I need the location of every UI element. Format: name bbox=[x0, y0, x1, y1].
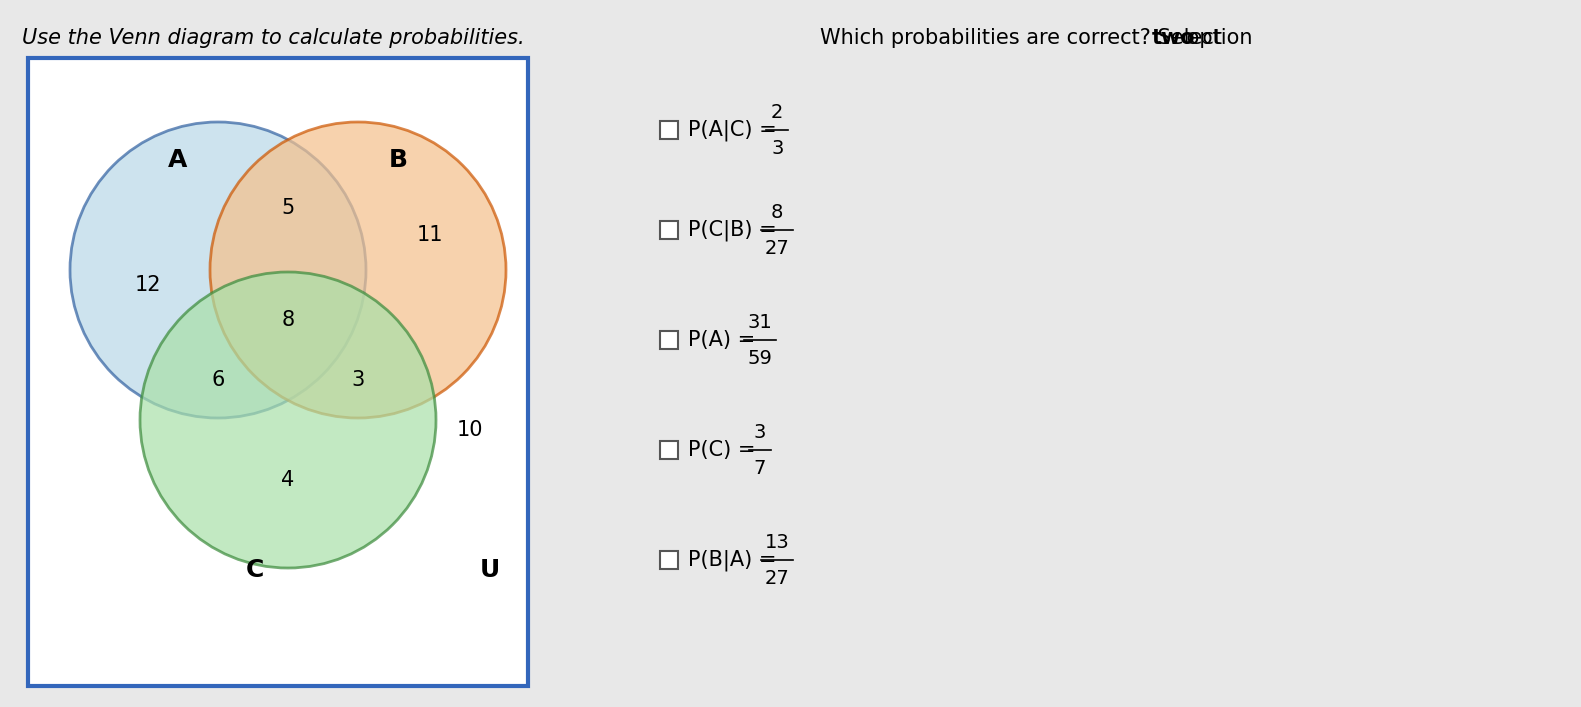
Text: two: two bbox=[1153, 28, 1195, 48]
Text: 5: 5 bbox=[281, 198, 294, 218]
Text: P(C|B) =: P(C|B) = bbox=[688, 219, 783, 241]
Circle shape bbox=[70, 122, 365, 418]
Text: 3: 3 bbox=[754, 423, 765, 441]
Text: option: option bbox=[1181, 28, 1254, 48]
Bar bbox=[659, 551, 678, 569]
Text: 31: 31 bbox=[748, 312, 772, 332]
Text: P(C) =: P(C) = bbox=[688, 440, 762, 460]
Text: 59: 59 bbox=[748, 349, 772, 368]
Text: 10: 10 bbox=[457, 420, 484, 440]
Text: 4: 4 bbox=[281, 470, 294, 490]
Bar bbox=[659, 221, 678, 239]
Bar bbox=[659, 121, 678, 139]
Text: Which probabilities are correct? Select: Which probabilities are correct? Select bbox=[821, 28, 1228, 48]
Text: P(A) =: P(A) = bbox=[688, 330, 762, 350]
Bar bbox=[28, 58, 528, 686]
Text: 11: 11 bbox=[417, 225, 443, 245]
Text: C: C bbox=[245, 558, 264, 582]
Text: B: B bbox=[389, 148, 408, 172]
Bar bbox=[659, 441, 678, 459]
Text: 8: 8 bbox=[281, 310, 294, 330]
Text: A: A bbox=[168, 148, 188, 172]
Text: 3: 3 bbox=[351, 370, 365, 390]
Text: 8: 8 bbox=[772, 202, 784, 221]
Text: P(B|A) =: P(B|A) = bbox=[688, 549, 783, 571]
Text: 2: 2 bbox=[772, 103, 784, 122]
Text: 6: 6 bbox=[212, 370, 225, 390]
Text: U: U bbox=[481, 558, 500, 582]
Bar bbox=[659, 331, 678, 349]
Text: 3: 3 bbox=[772, 139, 784, 158]
Text: 27: 27 bbox=[765, 238, 789, 257]
Text: 7: 7 bbox=[754, 459, 765, 477]
Text: Use the Venn diagram to calculate probabilities.: Use the Venn diagram to calculate probab… bbox=[22, 28, 525, 48]
Text: P(A|C) =: P(A|C) = bbox=[688, 119, 783, 141]
Circle shape bbox=[141, 272, 436, 568]
Text: 27: 27 bbox=[765, 568, 789, 588]
Text: 12: 12 bbox=[134, 275, 161, 295]
Text: 13: 13 bbox=[765, 532, 789, 551]
Circle shape bbox=[210, 122, 506, 418]
